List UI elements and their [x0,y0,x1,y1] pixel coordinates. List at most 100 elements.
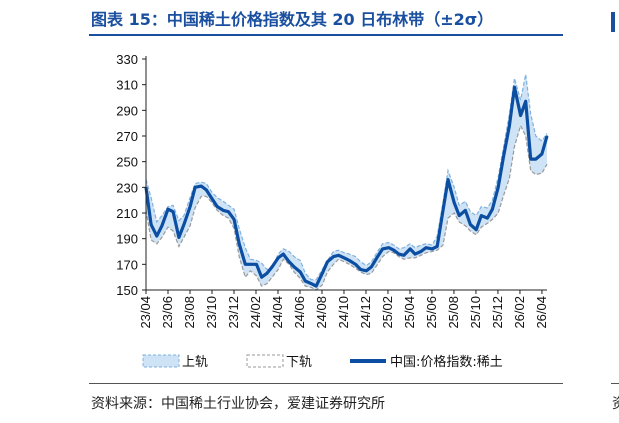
x-tick-label: 26/04 [534,296,549,329]
data-point [337,254,340,257]
data-point [189,205,191,208]
legend-label-price-index: 中国:价格指数:稀土 [390,354,503,370]
data-point [282,253,285,255]
data-point [388,246,390,249]
data-point [480,214,483,217]
y-tick-label: 230 [116,180,138,195]
data-point [508,124,511,127]
data-point [266,272,268,275]
data-point [475,228,478,231]
data-point [211,198,213,200]
legend: 上轨 下轨 中国:价格指数:稀土 [142,354,503,370]
x-tick-label: 23/04 [138,296,153,329]
x-tick-label: 23/12 [226,296,241,329]
data-point [205,189,208,191]
data-point [260,276,263,279]
y-tick-label: 150 [116,283,138,298]
data-point [178,236,180,239]
data-point [393,249,395,251]
data-point [172,210,174,213]
adjacent-panel-marker [611,12,615,32]
y-tick-label: 310 [116,78,138,93]
data-point [238,243,240,245]
data-point [150,223,152,226]
data-point [486,217,489,219]
data-point [183,223,185,226]
y-tick-label: 270 [116,129,138,144]
x-tick-label: 23/10 [204,296,219,329]
data-point [541,153,543,155]
x-tick-label: 24/04 [270,296,285,329]
data-point [453,201,456,204]
chart-title: 图表 15：中国稀土价格指数及其 20 日布林带（±2σ） [91,10,494,29]
data-point [326,261,329,263]
x-tick-label: 24/12 [358,296,373,329]
source-rule-adjacent [611,383,619,384]
data-point [491,208,494,210]
y-tick-label: 250 [116,155,138,170]
series-rare-earth-price-index-line [144,85,549,288]
data-point [343,257,346,259]
series-layer [144,74,549,291]
data-point [420,250,422,253]
x-tick-label: 26/02 [512,296,527,329]
y-tick-label: 210 [116,206,138,221]
x-tick-label: 23/08 [182,296,197,329]
x-tick-label: 25/10 [468,296,483,329]
x-tick-label: 25/02 [380,296,395,329]
y-tick-label: 330 [116,52,138,67]
data-point [293,266,295,268]
data-point [409,248,411,250]
y-tick-label: 290 [116,103,138,118]
data-point [436,245,439,248]
data-point [194,186,196,189]
data-point [167,208,169,210]
source-rule [89,383,563,384]
data-point [249,263,252,266]
legend-swatch-upper-band [142,354,180,368]
adjacent-source-fragment: 资 [612,393,619,413]
data-point [376,255,379,258]
source-note: 资料来源：中国稀土行业协会，爱建证券研究所 [91,396,385,412]
data-point [222,209,225,212]
y-tick-label: 170 [116,257,138,272]
data-point [431,248,433,250]
x-tick-label: 24/06 [292,296,307,329]
data-point [315,285,318,287]
data-point [277,257,280,259]
data-point [304,280,307,282]
data-point [161,225,163,227]
axis-layer: 150 170 190 210 230 250 270 290 310 330 23/04 23/06… [116,52,549,329]
data-point [398,253,400,255]
x-tick-label: 25/12 [490,296,505,329]
data-point [332,255,335,258]
data-point [403,254,405,257]
data-point [354,263,357,266]
series-upper-band-line [145,74,548,281]
data-point [244,263,247,266]
data-point [310,282,312,285]
x-tick-label: 25/04 [402,296,417,329]
x-tick-label: 24/02 [248,296,263,329]
data-point [497,186,500,189]
data-point [519,114,522,117]
legend-swatch-lower-band [246,354,284,368]
data-point [414,253,416,255]
data-point [288,261,290,263]
data-point [271,266,273,268]
data-point [469,223,472,226]
data-point [227,210,230,213]
data-point [299,271,302,273]
data-point [442,209,444,212]
x-tick-label: 25/08 [446,296,461,329]
data-point [156,235,158,237]
data-point [365,270,368,272]
data-point [425,246,427,249]
data-point [458,214,461,217]
data-point [321,272,324,275]
y-tick-label: 190 [116,232,138,247]
data-point [381,248,384,250]
legend-label-upper-band: 上轨 [182,355,208,370]
data-point [255,263,258,266]
legend-label-lower-band: 下轨 [286,355,312,370]
